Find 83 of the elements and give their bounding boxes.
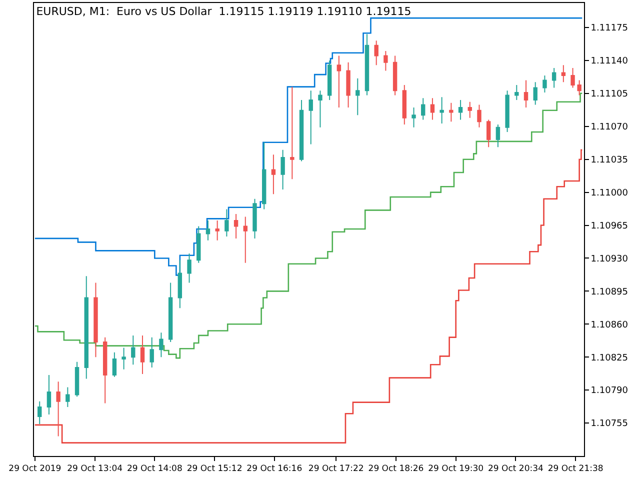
candlestick bbox=[150, 336, 154, 368]
candlestick bbox=[102, 336, 108, 404]
candlestick bbox=[533, 82, 538, 106]
candlestick bbox=[187, 253, 192, 284]
chart-title: EURUSD, M1: Euro vs US Dollar 1.19115 1.19119 1.19110 1.19115 bbox=[36, 4, 412, 18]
candlestick bbox=[94, 282, 98, 358]
candlestick bbox=[346, 62, 350, 108]
candlestick bbox=[577, 80, 582, 96]
candlestick bbox=[178, 260, 182, 309]
candlestick bbox=[430, 98, 435, 120]
candlestick bbox=[206, 220, 210, 241]
candlestick bbox=[542, 75, 547, 93]
candlestick bbox=[561, 64, 566, 83]
candlestick bbox=[290, 86, 294, 180]
candlestick bbox=[168, 282, 173, 343]
candlestick bbox=[449, 102, 454, 122]
candlestick bbox=[421, 98, 426, 120]
candlestick bbox=[392, 55, 398, 96]
candlestick bbox=[384, 50, 388, 72]
candlestick bbox=[38, 400, 42, 424]
x-tick-label: 29 Oct 16:16 bbox=[246, 464, 302, 474]
candlestick bbox=[140, 334, 145, 375]
candlestick bbox=[356, 78, 360, 116]
candlestick bbox=[122, 347, 126, 370]
y-tick-label: 1.10965 bbox=[590, 221, 628, 232]
y-tick-label: 1.11035 bbox=[590, 155, 628, 166]
x-tick-label: 29 Oct 15:12 bbox=[186, 464, 242, 474]
candlestick bbox=[46, 374, 52, 416]
candlestick bbox=[252, 198, 257, 239]
x-tick-label: 29 Oct 20:34 bbox=[488, 464, 544, 474]
candlestick bbox=[215, 220, 220, 241]
candlestick bbox=[327, 60, 332, 100]
candlestick bbox=[505, 90, 510, 133]
y-tick-label: 1.11140 bbox=[590, 56, 628, 67]
candlestick bbox=[308, 90, 313, 145]
candlestick bbox=[374, 40, 378, 66]
candlestick bbox=[440, 96, 444, 124]
candlestick bbox=[524, 80, 528, 108]
candlestick bbox=[552, 67, 556, 88]
candlestick bbox=[496, 124, 500, 148]
candlestick bbox=[112, 352, 117, 378]
x-tick-label: 29 Oct 18:26 bbox=[368, 464, 424, 474]
y-tick-label: 1.10790 bbox=[590, 386, 628, 396]
candlestick bbox=[570, 67, 575, 88]
x-tick-label: 29 Oct 14:08 bbox=[126, 464, 182, 474]
y-tick-label: 1.11000 bbox=[590, 188, 628, 198]
candlestick bbox=[318, 90, 322, 128]
candlestick bbox=[66, 386, 70, 408]
candlestick bbox=[280, 149, 285, 190]
candlestick bbox=[336, 55, 342, 108]
y-tick-label: 1.11105 bbox=[590, 90, 628, 100]
candlestick bbox=[56, 381, 60, 437]
candlestick bbox=[299, 100, 304, 162]
x-tick-label: 29 Oct 13:04 bbox=[67, 464, 123, 474]
y-tick-label: 1.10825 bbox=[590, 353, 628, 364]
candlestick bbox=[74, 361, 80, 398]
candlestick bbox=[402, 84, 407, 125]
candlestick bbox=[131, 334, 136, 366]
candlestick bbox=[243, 216, 248, 264]
candlestick bbox=[458, 100, 463, 120]
candlestick bbox=[486, 119, 491, 148]
y-tick-label: 1.10895 bbox=[590, 287, 628, 298]
x-tick-label: 29 Oct 2019 bbox=[8, 464, 62, 474]
y-tick-label: 1.10755 bbox=[590, 419, 628, 430]
candlestick bbox=[224, 208, 229, 238]
candlestick bbox=[364, 34, 370, 96]
x-tick-label: 29 Oct 17:22 bbox=[308, 464, 364, 474]
y-tick-label: 1.10930 bbox=[590, 254, 628, 264]
candlestick bbox=[514, 84, 519, 100]
x-tick-label: 29 Oct 21:38 bbox=[548, 464, 604, 474]
candlestick bbox=[468, 101, 472, 118]
candlestick bbox=[477, 104, 482, 128]
x-tick-label: 29 Oct 19:30 bbox=[428, 464, 484, 474]
candlestick bbox=[262, 142, 266, 210]
candlestick bbox=[84, 276, 88, 380]
y-tick-label: 1.10860 bbox=[590, 320, 628, 330]
y-tick-label: 1.11070 bbox=[590, 122, 628, 133]
candlestick bbox=[271, 154, 276, 195]
candlestick bbox=[159, 332, 164, 358]
y-tick-label: 1.11175 bbox=[590, 24, 628, 34]
candlestick bbox=[196, 226, 201, 264]
candlestick bbox=[412, 107, 416, 128]
candlestick bbox=[234, 213, 238, 239]
